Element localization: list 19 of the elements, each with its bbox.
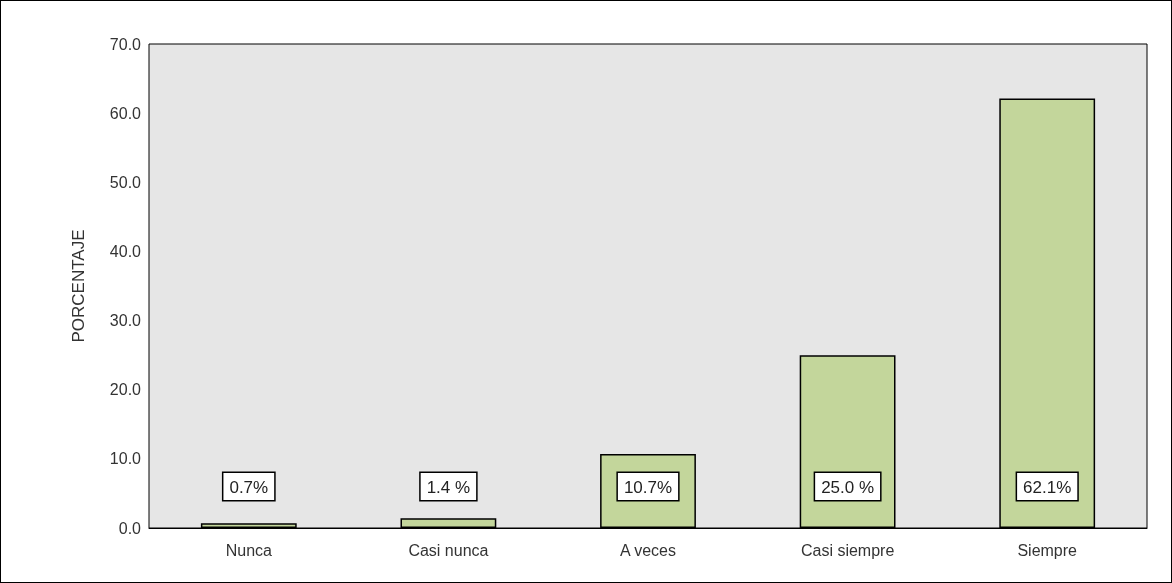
x-tick-label: Casi nunca [408,541,489,559]
y-tick-label: 20.0 [109,381,142,399]
x-tick-label: A veces [619,541,677,559]
y-axis-title: PORCENTAJE [69,229,88,343]
y-tick-label: 40.0 [109,242,142,260]
data-label: 10.7% [623,478,673,497]
y-tick-label: 30.0 [109,312,142,330]
x-tick-label: Casi siempre [800,541,895,559]
x-tick-label: Siempre [1017,541,1078,559]
y-tick-label: 0.0 [118,519,142,537]
data-label: 25.0 % [821,478,875,497]
data-label: 62.1% [1023,478,1072,497]
y-tick-label: 70.0 [109,35,142,53]
data-label: 1.4 % [426,478,471,497]
data-label: 0.7% [229,478,269,497]
x-tick-label: Nunca [225,541,273,559]
y-tick-label: 50.0 [109,173,142,191]
y-tick-label: 10.0 [109,450,142,468]
y-tick-label: 60.0 [109,104,142,122]
